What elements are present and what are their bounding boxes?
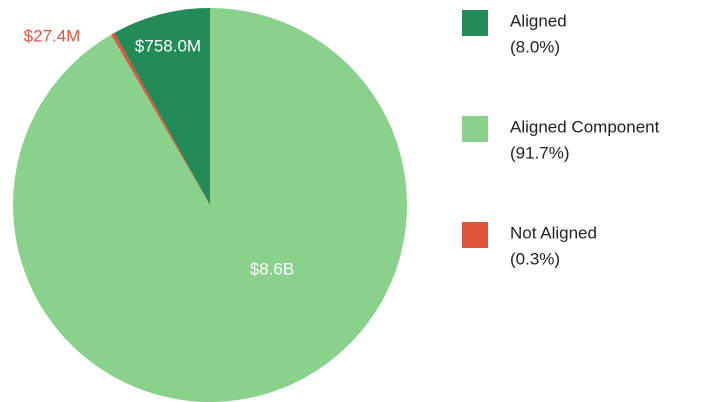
legend-swatch	[462, 10, 488, 36]
legend-swatch	[462, 116, 488, 142]
legend-label: Not Aligned	[510, 223, 597, 242]
legend-label: Aligned	[510, 11, 567, 30]
slice-label: $758.0M	[135, 36, 201, 55]
legend-percent: (8.0%)	[510, 37, 560, 56]
legend-percent: (91.7%)	[510, 143, 570, 162]
slice-label: $8.6B	[250, 259, 294, 278]
pie-slice	[111, 32, 210, 205]
pie-slice	[114, 8, 210, 205]
slice-label: $27.4M	[24, 26, 81, 45]
legend-swatch	[462, 222, 488, 248]
legend-percent: (0.3%)	[510, 249, 560, 268]
legend-label: Aligned Component	[510, 117, 660, 136]
